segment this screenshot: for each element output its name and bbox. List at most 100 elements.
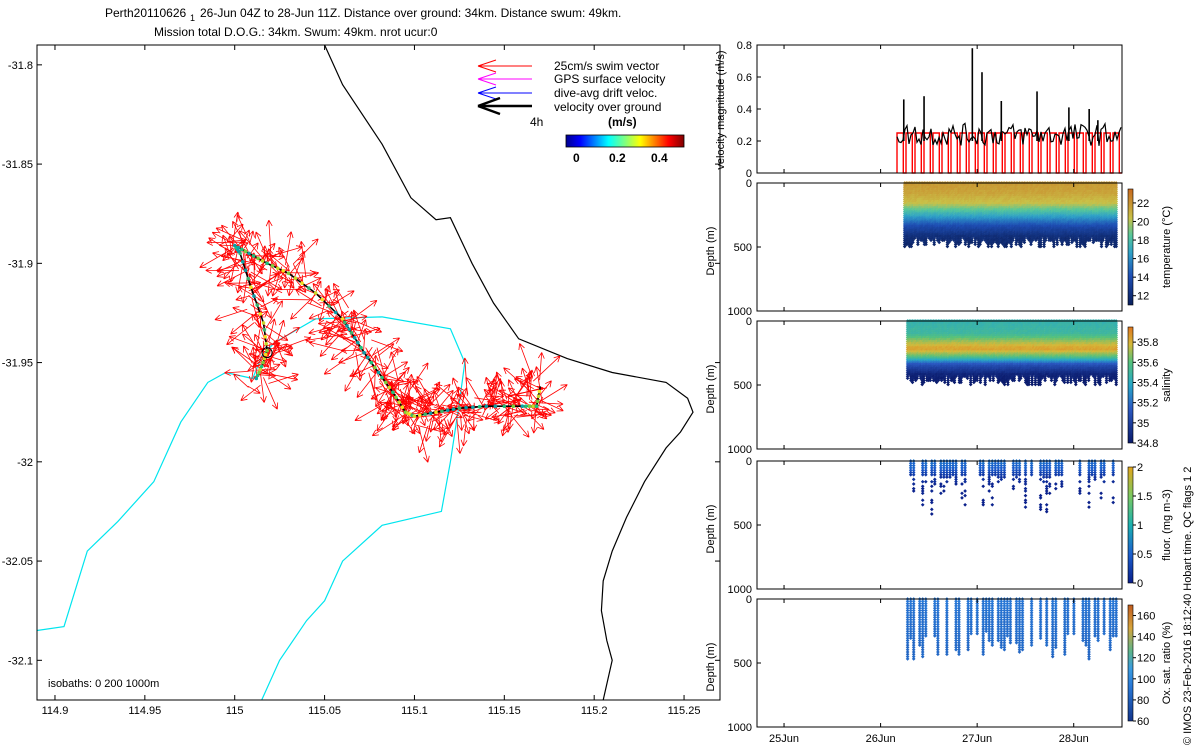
legend-drift-label: dive-avg drift veloc.	[554, 86, 657, 100]
isobath-note: isobaths: 0 200 1000m	[48, 678, 159, 690]
data-point	[953, 244, 958, 249]
swim-vector-arrow	[333, 283, 349, 309]
track-speed-dot	[334, 310, 338, 315]
data-point	[1078, 244, 1082, 249]
data-point	[1099, 244, 1104, 249]
track-speed-dot	[265, 261, 269, 266]
track-speed-dot	[537, 389, 542, 394]
data-point	[1009, 244, 1014, 249]
track-map-panel: 114.9 114.95 115 115.05 115.1 115.15 115.2 115.…	[2, 44, 721, 717]
data-point	[1029, 242, 1033, 247]
swim-vector-arrow	[265, 219, 273, 256]
track-speed-dot	[536, 394, 541, 399]
colorbar-tick-label: 14	[1137, 272, 1149, 284]
track-speed-dot	[380, 375, 384, 380]
map-xtick-label: 115.25	[668, 705, 701, 717]
map-xtick-label: 115	[226, 705, 244, 717]
legend-drift-arrow	[477, 86, 532, 100]
track-speed-dot	[247, 251, 251, 256]
map-xtick-label: 115.05	[308, 705, 341, 717]
track-speed-dot	[255, 303, 259, 307]
velocity-ytick-label: 0.6	[737, 72, 752, 84]
track-speed-dot	[249, 285, 253, 290]
legend-item-swim: 25cm/s swim vector	[477, 59, 659, 73]
swim-vector-arrow	[263, 377, 279, 410]
data-point	[1109, 242, 1114, 247]
velocity-ytick-label: 0.4	[737, 104, 752, 116]
track-speed-dot	[391, 390, 395, 395]
swim-vector-arrow	[308, 310, 327, 320]
swim-vector-arrow	[308, 340, 347, 352]
swim-vector-arrow	[215, 227, 245, 242]
track-speed-dot	[428, 411, 433, 416]
swim-vector-arrow	[518, 343, 534, 379]
track-speed-dot	[293, 276, 298, 281]
map-ytick-label: -31.8	[8, 60, 33, 72]
track-speed-dot	[232, 243, 237, 248]
colorbar-tick-label: 20	[1137, 216, 1149, 228]
track-speed-dot	[464, 405, 468, 410]
map-ytick-label: -32.1	[8, 655, 33, 667]
track-speed-dot	[243, 249, 248, 254]
track-speed-dot	[440, 409, 444, 414]
data-point	[932, 242, 937, 247]
depth-ylabel: Depth (m)	[705, 227, 717, 276]
track-speed-dot	[423, 412, 428, 417]
track-speed-dot	[373, 365, 377, 370]
colorbar-tick-label: 12	[1137, 291, 1149, 303]
track-speed-dot	[387, 385, 392, 390]
legend-ground-arrow	[477, 96, 532, 116]
track-speed-dot	[264, 341, 269, 346]
track-speed-dot	[265, 348, 269, 353]
track-speed-dot	[261, 360, 265, 365]
track-speed-dot	[343, 320, 347, 325]
track-speed-dot	[397, 400, 402, 405]
data-point	[973, 242, 978, 247]
data-point	[1055, 242, 1060, 247]
swim-vector-arrow	[318, 322, 351, 335]
track-speed-dot	[246, 276, 250, 281]
swim-vector-arrow	[416, 376, 434, 406]
track-speed-dot	[412, 414, 417, 419]
velocity-marks	[896, 48, 1122, 174]
legend-gps-label: GPS surface velocity	[554, 72, 665, 86]
track-speed-dot	[313, 291, 318, 295]
swim-vector-arrow	[214, 308, 248, 322]
map-ytick-label: -32.05	[2, 556, 33, 568]
track-speed-dot	[362, 350, 366, 355]
swim-vector-arrow	[370, 390, 387, 400]
track-speed-dot	[352, 336, 357, 340]
track-speed-dot	[251, 254, 256, 258]
speed-colorbar	[565, 134, 685, 148]
depth-ytick-label: 0	[746, 178, 752, 190]
track-speed-dot	[477, 404, 482, 409]
track-speed-dot	[256, 256, 260, 261]
colorbar-tick-label: 18	[1137, 235, 1149, 247]
swim-vector-arrow	[355, 351, 363, 381]
swim-vector-arrow	[235, 295, 251, 302]
swim-vector-arrow	[224, 369, 249, 376]
track-speed-dot	[286, 271, 291, 276]
track-speed-dot	[400, 405, 405, 410]
data-point	[1042, 244, 1046, 249]
track-speed-dot	[531, 404, 535, 409]
swim-vector-arrow	[290, 293, 317, 320]
track-speed-dot	[383, 380, 388, 385]
track-speed-dot	[259, 364, 264, 369]
track-speed-dot	[376, 370, 381, 375]
track-speed-dot	[524, 404, 528, 409]
temperature-section-marks	[902, 181, 1119, 249]
track-speed-dot	[347, 327, 352, 332]
swim-vector-arrow	[286, 274, 294, 297]
track-speed-dot	[300, 281, 304, 286]
track-speed-dot	[258, 312, 263, 316]
track-speed-dot	[262, 328, 267, 332]
track-speed-dot	[327, 304, 331, 308]
swim-vector-arrow	[282, 270, 319, 283]
swim-vector-arrow	[520, 367, 533, 400]
swim-vector-arrow	[460, 419, 468, 447]
swim-vector-arrow	[259, 372, 267, 403]
swim-vector-arrow	[292, 238, 319, 265]
